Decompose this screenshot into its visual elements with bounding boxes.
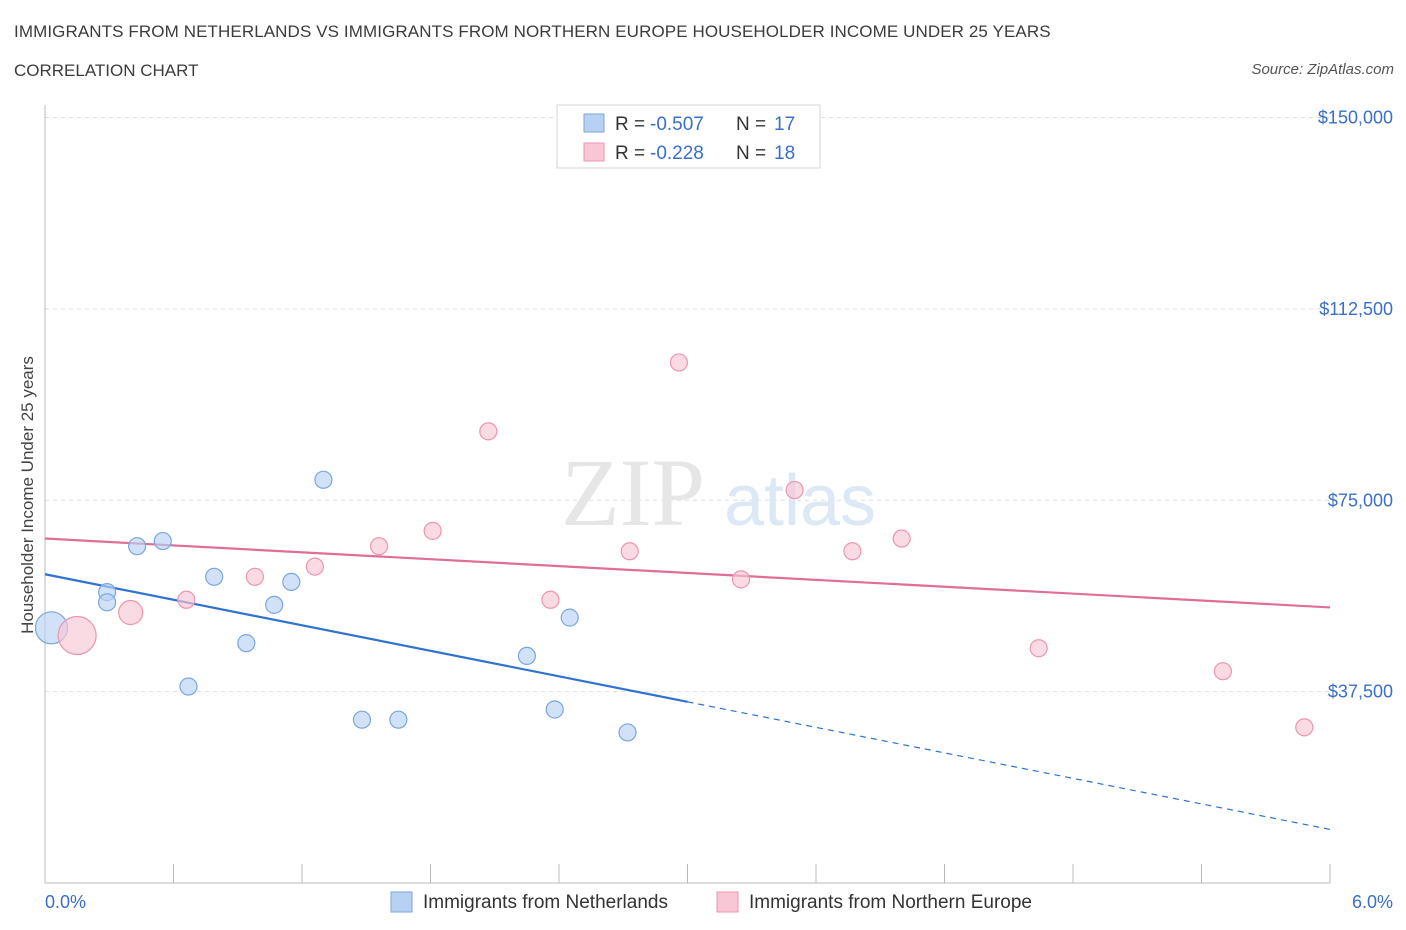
point-netherlands-4 — [153, 531, 172, 551]
point-netherlands-8 — [265, 595, 284, 614]
point-northern-europe-16 — [1213, 662, 1233, 681]
point-northern-europe-7 — [479, 422, 498, 441]
y-axis-label: Householder Income Under 25 years — [18, 356, 37, 634]
point-northern-europe-3 — [245, 567, 264, 586]
point-northern-europe-12 — [785, 480, 804, 500]
point-northern-europe-0 — [57, 615, 97, 656]
legend-r-value-1: -0.507 — [650, 114, 704, 135]
y-tick-label-1: $75,000 — [1328, 490, 1393, 510]
series-legend-swatch-netherlands — [390, 891, 413, 913]
legend-n-value-2: 18 — [774, 143, 795, 164]
y-tick-label-0: $37,500 — [1328, 682, 1393, 702]
point-northern-europe-6 — [423, 521, 442, 540]
watermark: ZIP atlas — [561, 439, 876, 546]
legend-r-label-1: R = — [615, 114, 645, 135]
point-netherlands-9 — [282, 572, 301, 592]
legend-swatch-netherlands — [583, 113, 605, 133]
series-legend: Immigrants from Netherlands Immigrants f… — [390, 891, 1032, 913]
point-northern-europe-15 — [1029, 639, 1048, 658]
x-axis-ticks — [44, 864, 1331, 883]
legend-r-value-2: -0.228 — [650, 143, 704, 164]
trend-line-northern-europe — [44, 537, 1331, 609]
point-netherlands-10 — [314, 470, 333, 489]
point-northern-europe-5 — [370, 537, 389, 556]
watermark-zip: ZIP — [561, 439, 705, 546]
point-netherlands-11 — [352, 710, 372, 729]
point-northern-europe-11 — [731, 570, 751, 589]
grid-lines — [45, 117, 1330, 693]
point-northern-europe-10 — [669, 353, 689, 372]
trend-line-netherlands — [44, 573, 688, 703]
point-northern-europe-4 — [305, 557, 324, 576]
source-label: Source: ZipAtlas.com — [1251, 61, 1394, 78]
point-netherlands-12 — [389, 710, 408, 729]
correlation-legend: R = -0.507 N = 17 R = -0.228 N = 18 — [556, 104, 821, 169]
point-northern-europe-17 — [1295, 718, 1314, 737]
legend-r-label-2: R = — [615, 143, 645, 164]
x-tick-label-max: 6.0% — [1352, 892, 1393, 912]
point-netherlands-14 — [545, 700, 564, 719]
point-netherlands-5 — [179, 677, 198, 696]
point-netherlands-6 — [205, 567, 224, 586]
trend-lines — [44, 537, 1331, 831]
point-northern-europe-14 — [892, 529, 911, 548]
point-northern-europe-2 — [177, 590, 196, 609]
point-netherlands-13 — [517, 646, 536, 666]
legend-n-label-2: N = — [736, 143, 766, 164]
series-legend-swatch-northern-europe — [716, 891, 739, 913]
trend-line-netherlands-extension — [687, 701, 1331, 831]
watermark-atlas: atlas — [724, 461, 876, 541]
point-northern-europe-8 — [541, 590, 560, 609]
legend-n-value-1: 17 — [774, 114, 795, 135]
data-points — [34, 353, 1314, 742]
point-northern-europe-9 — [620, 542, 639, 561]
legend-n-label-1: N = — [736, 114, 766, 135]
point-netherlands-2 — [98, 593, 117, 612]
point-netherlands-15 — [560, 608, 579, 627]
x-tick-label-min: 0.0% — [45, 892, 86, 912]
point-netherlands-3 — [127, 537, 147, 556]
point-northern-europe-1 — [118, 599, 144, 626]
legend-swatch-northern-europe — [583, 142, 605, 162]
series-legend-label-northern-europe: Immigrants from Northern Europe — [749, 892, 1032, 913]
point-netherlands-7 — [237, 634, 256, 653]
y-tick-label-3: $150,000 — [1318, 108, 1393, 128]
chart-subtitle: CORRELATION CHART — [14, 61, 199, 80]
chart-title: IMMIGRANTS FROM NETHERLANDS VS IMMIGRANT… — [14, 22, 1051, 41]
y-tick-label-2: $112,500 — [1319, 299, 1393, 319]
series-legend-label-netherlands: Immigrants from Netherlands — [423, 892, 668, 913]
point-netherlands-16 — [618, 723, 637, 742]
point-northern-europe-13 — [843, 542, 862, 561]
y-axis-tick-labels: $37,500 $75,000 $112,500 $150,000 — [1318, 108, 1393, 702]
